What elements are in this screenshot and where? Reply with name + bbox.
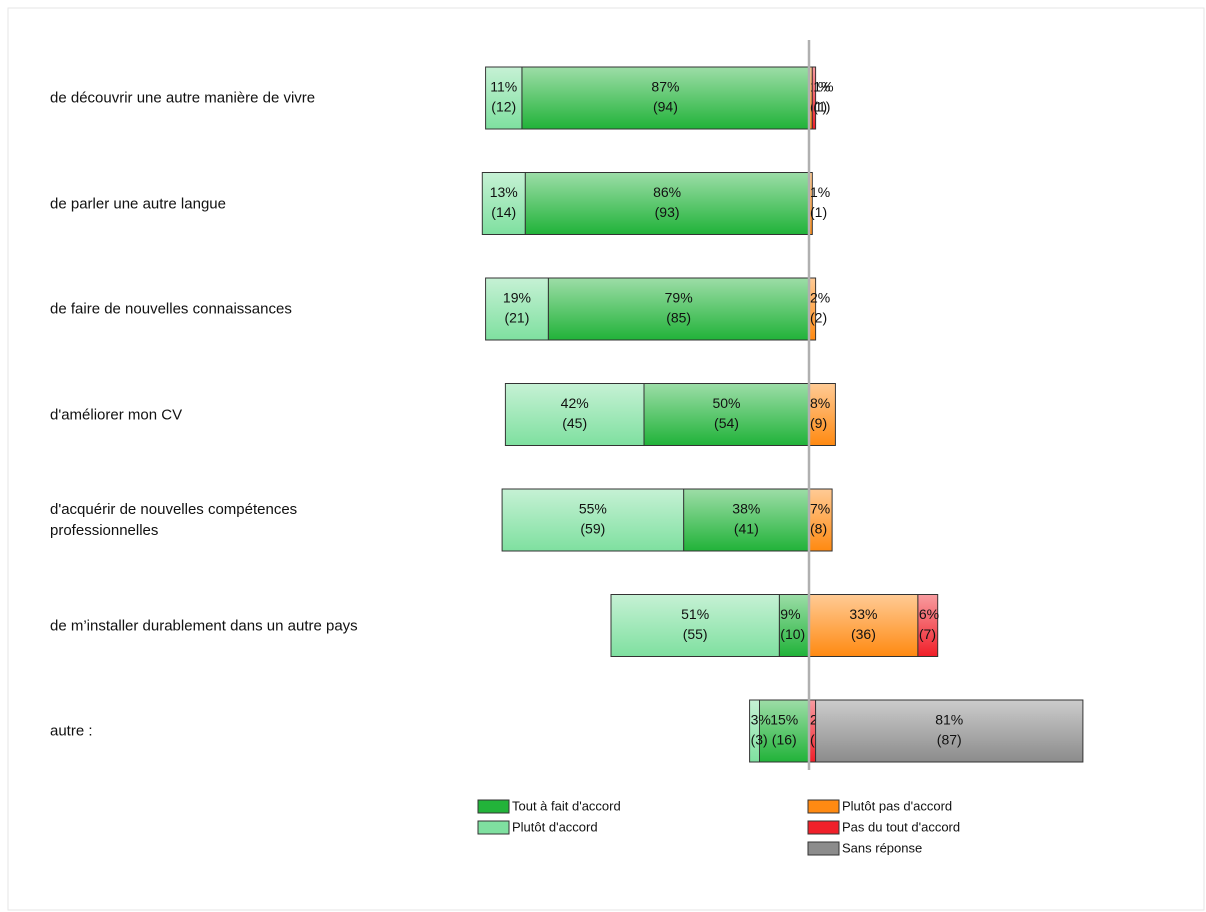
count-label: (54) xyxy=(714,415,739,431)
bar-shine xyxy=(809,67,812,129)
value-label: 13% xyxy=(490,184,518,200)
count-label: (1) xyxy=(810,204,827,220)
value-label: 7% xyxy=(810,501,830,517)
bar-shine xyxy=(816,700,1083,762)
value-label: 81% xyxy=(935,712,963,728)
value-label: 51% xyxy=(681,606,709,622)
count-label: (2) xyxy=(810,310,827,326)
value-label: 8% xyxy=(810,395,830,411)
bar-shine xyxy=(809,173,812,234)
bar-shine xyxy=(486,278,548,340)
bar-shine xyxy=(684,489,809,551)
count-label: (8) xyxy=(810,521,827,537)
value-label: 33% xyxy=(849,606,877,622)
legend-swatch xyxy=(477,799,510,814)
category-label: d'améliorer mon CV xyxy=(50,406,183,423)
bar-shine xyxy=(522,67,809,129)
bar-shine xyxy=(644,384,809,445)
legend-label: Pas du tout d'accord xyxy=(842,819,960,834)
legend-swatch xyxy=(807,841,840,856)
value-label: 87% xyxy=(651,79,679,95)
count-label: (3) xyxy=(751,732,768,748)
category-label: de parler une autre langue xyxy=(50,195,226,212)
category-label: de faire de nouvelles connaissances xyxy=(50,300,292,318)
bar-shine xyxy=(809,489,832,551)
bar-shine xyxy=(548,278,809,340)
value-label: 55% xyxy=(579,501,607,517)
count-label: (36) xyxy=(851,626,876,642)
legend-swatch xyxy=(807,820,840,835)
count-label: (9) xyxy=(810,415,827,431)
legend-swatch xyxy=(477,820,510,835)
count-label: (12) xyxy=(491,99,516,115)
legend-label: Tout à fait d'accord xyxy=(512,798,621,813)
legend-label: Plutôt d'accord xyxy=(512,819,598,834)
value-label: 6% xyxy=(919,606,939,622)
count-label: (14) xyxy=(491,204,516,220)
value-label: 86% xyxy=(653,184,681,200)
category-label: autre : xyxy=(50,722,93,740)
value-label: 9% xyxy=(780,606,800,622)
bar-shine xyxy=(809,278,816,340)
bar-shine xyxy=(779,595,809,656)
count-label: (21) xyxy=(504,310,529,326)
count-label: (16) xyxy=(772,732,797,748)
legend-label: Sans réponse xyxy=(842,840,922,855)
bar-shine xyxy=(918,595,938,656)
count-label: (45) xyxy=(562,415,587,431)
value-label: 11% xyxy=(490,79,517,95)
value-label: 42% xyxy=(561,395,589,411)
category-label: d'acquérir de nouvelles compétences prof… xyxy=(50,501,298,539)
count-label: (55) xyxy=(683,626,708,642)
legend-label: Plutôt pas d'accord xyxy=(842,798,952,813)
category-label: de découvrir une autre manière de vivre xyxy=(50,89,316,107)
value-label: 1% xyxy=(810,184,830,200)
frame xyxy=(7,7,1205,911)
bar-shine xyxy=(760,700,809,762)
value-label: 1% xyxy=(813,79,833,95)
bar-shine xyxy=(611,595,779,656)
value-label: 2% xyxy=(810,290,830,306)
count-label: (59) xyxy=(580,521,605,537)
bar-shine xyxy=(809,700,816,762)
value-label: 38% xyxy=(732,501,760,517)
value-label: 79% xyxy=(665,290,693,306)
value-label: 3% xyxy=(751,712,771,728)
category-label: de m’installer durablement dans un autre… xyxy=(50,617,358,634)
count-label: (1) xyxy=(813,99,830,115)
bar-shine xyxy=(809,384,835,445)
legend-swatch xyxy=(807,799,840,814)
count-label: (85) xyxy=(666,310,691,326)
bar-shine xyxy=(482,173,525,234)
value-label: 19% xyxy=(503,290,531,306)
count-label: (10) xyxy=(780,626,805,642)
count-label: (94) xyxy=(653,99,678,115)
bar-shine xyxy=(502,489,684,551)
count-label: (87) xyxy=(937,732,962,748)
value-label: 15% xyxy=(770,712,798,728)
bar-shine xyxy=(812,67,816,129)
bar-shine xyxy=(525,173,809,234)
bar-shine xyxy=(486,67,522,129)
count-label: (7) xyxy=(919,626,936,642)
count-label: (41) xyxy=(734,521,759,537)
bar-shine xyxy=(750,700,759,762)
value-label: 50% xyxy=(712,395,740,411)
bar-shine xyxy=(809,595,918,656)
bar-shine xyxy=(505,384,644,445)
count-label: (93) xyxy=(655,204,680,220)
